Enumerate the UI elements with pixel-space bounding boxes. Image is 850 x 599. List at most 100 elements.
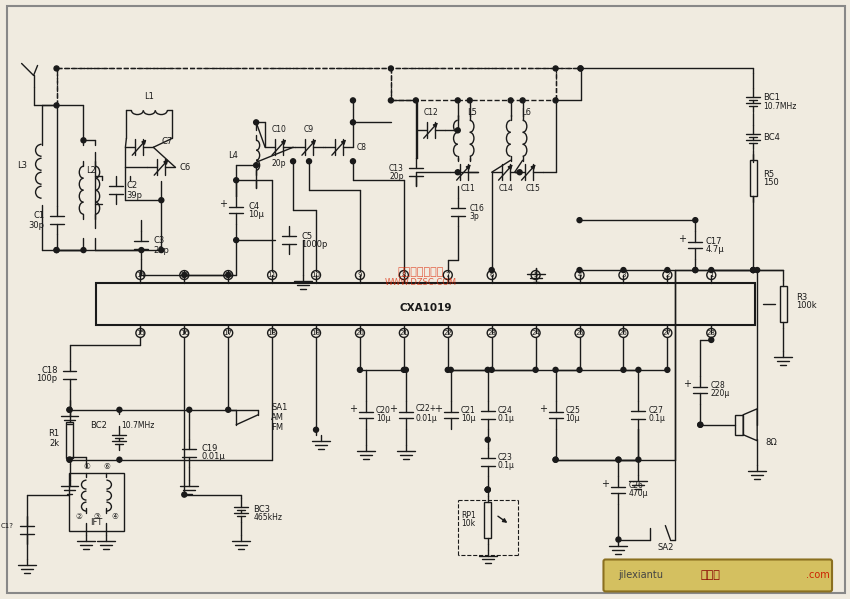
Circle shape xyxy=(81,138,86,143)
Text: SA2: SA2 xyxy=(657,543,673,552)
Circle shape xyxy=(401,367,406,373)
Text: C17: C17 xyxy=(706,237,722,246)
Text: L4: L4 xyxy=(229,151,238,160)
Text: C18: C18 xyxy=(41,367,58,376)
Text: +: + xyxy=(219,199,227,209)
Text: 8: 8 xyxy=(401,272,406,278)
Text: ③: ③ xyxy=(93,512,100,521)
Text: ①: ① xyxy=(83,462,90,471)
Text: 30p: 30p xyxy=(29,220,44,229)
Text: C10: C10 xyxy=(272,125,286,134)
Text: C23: C23 xyxy=(498,453,513,462)
Text: L1: L1 xyxy=(144,92,155,101)
Text: L3: L3 xyxy=(18,161,27,170)
Circle shape xyxy=(456,128,460,133)
Text: +: + xyxy=(349,404,357,414)
Circle shape xyxy=(485,487,490,492)
Text: BC1: BC1 xyxy=(763,93,780,102)
Text: 10.7MHz: 10.7MHz xyxy=(763,102,796,111)
Circle shape xyxy=(709,268,714,273)
Text: 23: 23 xyxy=(487,330,496,336)
Circle shape xyxy=(665,367,670,373)
Text: C13: C13 xyxy=(389,164,404,173)
Circle shape xyxy=(253,120,258,125)
Circle shape xyxy=(234,178,239,183)
Text: 220μ: 220μ xyxy=(711,389,729,398)
Text: 13: 13 xyxy=(180,272,189,278)
Circle shape xyxy=(485,437,490,442)
Text: 0.01μ: 0.01μ xyxy=(416,415,438,423)
Circle shape xyxy=(616,457,621,462)
Text: 维库电子市场网: 维库电子市场网 xyxy=(398,267,444,277)
Text: 9: 9 xyxy=(358,272,362,278)
Circle shape xyxy=(517,170,522,175)
Circle shape xyxy=(636,367,641,373)
Circle shape xyxy=(54,66,59,71)
Text: +: + xyxy=(678,234,686,244)
Text: C28: C28 xyxy=(711,382,725,391)
Text: C1?: C1? xyxy=(1,522,14,528)
Circle shape xyxy=(693,268,698,273)
Circle shape xyxy=(490,268,494,273)
Text: 100k: 100k xyxy=(796,301,817,310)
Text: C21: C21 xyxy=(461,406,475,415)
Circle shape xyxy=(577,367,582,373)
Text: 24: 24 xyxy=(531,330,540,336)
Text: FM: FM xyxy=(271,423,283,432)
Circle shape xyxy=(751,268,756,273)
Text: 27: 27 xyxy=(663,330,672,336)
Circle shape xyxy=(578,66,583,71)
Circle shape xyxy=(709,337,714,343)
Circle shape xyxy=(182,492,187,497)
Bar xyxy=(96,283,755,325)
Circle shape xyxy=(520,98,525,103)
Circle shape xyxy=(226,273,230,277)
Circle shape xyxy=(665,268,670,273)
Text: ②: ② xyxy=(75,512,82,521)
Circle shape xyxy=(485,487,490,492)
Circle shape xyxy=(553,367,558,373)
Text: C7: C7 xyxy=(162,137,173,146)
Text: R3: R3 xyxy=(796,292,808,301)
Circle shape xyxy=(413,98,418,103)
Text: 4.7μ: 4.7μ xyxy=(706,244,724,253)
Circle shape xyxy=(81,247,86,253)
Circle shape xyxy=(616,537,621,542)
Text: 3p: 3p xyxy=(470,211,479,220)
Bar xyxy=(735,415,743,435)
Text: BC3: BC3 xyxy=(253,505,270,514)
Text: C9: C9 xyxy=(304,125,314,134)
Bar xyxy=(779,286,786,322)
Circle shape xyxy=(350,98,355,103)
Text: 3: 3 xyxy=(621,272,626,278)
Bar xyxy=(69,473,124,531)
Text: AM: AM xyxy=(271,413,284,422)
Circle shape xyxy=(182,273,187,277)
Text: C24: C24 xyxy=(498,406,513,415)
Text: 10k: 10k xyxy=(462,519,476,528)
Text: 14: 14 xyxy=(136,272,144,278)
Text: 20: 20 xyxy=(355,330,365,336)
Text: 2: 2 xyxy=(666,272,670,278)
Text: 16: 16 xyxy=(180,330,189,336)
Circle shape xyxy=(751,268,756,273)
Text: 10.7MHz: 10.7MHz xyxy=(122,421,155,430)
Text: 0.1μ: 0.1μ xyxy=(498,415,514,423)
Text: SA1: SA1 xyxy=(271,403,287,412)
Text: 10μ: 10μ xyxy=(461,415,475,423)
Circle shape xyxy=(117,407,122,412)
FancyBboxPatch shape xyxy=(604,559,832,591)
Bar xyxy=(750,161,756,196)
Text: C20: C20 xyxy=(376,406,391,415)
Text: C1: C1 xyxy=(33,211,44,220)
Circle shape xyxy=(314,427,319,432)
Text: 470μ: 470μ xyxy=(628,489,648,498)
Text: 465kHz: 465kHz xyxy=(253,513,282,522)
Circle shape xyxy=(755,268,760,273)
Circle shape xyxy=(388,98,394,103)
Circle shape xyxy=(226,407,230,412)
Circle shape xyxy=(456,98,460,103)
Circle shape xyxy=(388,66,394,71)
Text: .com: .com xyxy=(806,570,830,580)
Circle shape xyxy=(159,198,164,202)
